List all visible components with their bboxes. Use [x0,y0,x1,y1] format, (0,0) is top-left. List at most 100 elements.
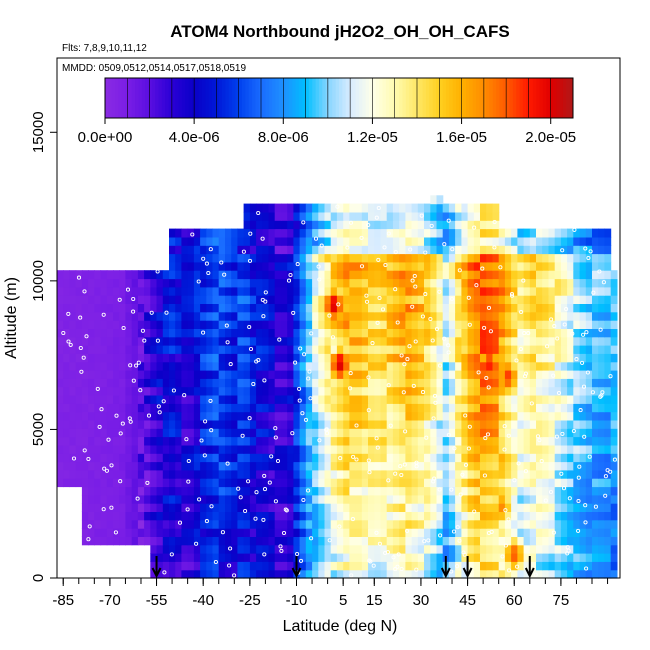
heat-cell [442,245,450,255]
heat-cell [498,353,506,363]
heat-cell [573,278,581,288]
heat-cell [94,361,102,371]
heat-cell [206,228,214,238]
heat-cell [318,236,326,246]
heat-cell [225,569,232,579]
heat-cell [305,253,313,263]
heat-cell [299,211,307,221]
heat-cell [598,503,605,512]
heat-cell [529,278,537,288]
heat-cell [125,536,133,546]
heat-cell [417,270,425,280]
heat-cell [430,536,438,546]
sample-point [281,530,287,536]
heat-cell [473,461,481,471]
heat-cell [262,536,270,546]
heat-cell [486,494,493,504]
heat-cell [274,261,282,271]
sample-point [571,428,576,434]
heat-cell [187,336,195,346]
heat-cell [486,303,493,313]
heat-cell [498,569,506,579]
heat-cell [193,419,201,429]
heat-cell [430,270,438,280]
heat-cell [579,386,587,396]
heat-cell [461,353,469,363]
heat-cell [504,245,512,255]
heat-cell [193,295,201,304]
heat-cell [467,428,475,438]
heat-cell [119,345,126,354]
heat-cell [399,519,406,529]
heat-cell [212,336,220,346]
x-tick-label: -70 [99,592,121,609]
heat-cell [336,528,344,537]
heat-cell [405,469,413,479]
heat-cell [504,519,512,529]
heat-cell [411,303,419,313]
heat-cell [504,511,512,521]
sample-point [552,324,557,329]
heat-cell [461,478,469,488]
heatmap-cells [57,195,618,579]
heat-cell [293,370,301,379]
heat-cell [305,444,313,454]
heat-cell [156,478,164,488]
heat-cell [380,203,388,213]
heat-cell [542,419,549,429]
sample-point [419,213,424,218]
sample-point [572,227,577,232]
heat-cell [243,469,251,479]
heat-cell [392,295,400,304]
heat-cell [225,561,232,571]
heat-cell [175,353,182,363]
heat-cell [380,561,388,571]
heat-cell [542,503,549,512]
heat-cell [218,436,226,446]
heat-cell [473,419,481,429]
heat-cell [293,544,301,554]
heat-cell [200,295,207,304]
heat-cell [88,320,95,329]
heat-cell [249,561,257,571]
heat-cell [249,353,257,363]
heat-cell [343,278,350,288]
heat-cell [392,419,400,429]
heat-cell [492,245,500,255]
heat-cell [175,494,182,504]
sample-point [201,330,206,335]
heat-cell [324,278,332,288]
heat-cell [480,494,487,504]
heat-cell [405,236,413,246]
heat-cell [567,469,574,479]
heat-cell [330,311,338,321]
heat-cell [243,444,251,454]
heat-cell [137,519,145,529]
heat-cell [560,345,568,354]
heat-cell [181,561,189,571]
heat-cell [88,361,95,371]
heat-cell [88,411,95,421]
heat-cell [560,270,568,280]
heat-cell [467,511,475,521]
heat-cell [256,544,263,554]
heat-cell [511,528,518,537]
heat-cell [592,345,599,354]
heat-cell [448,519,456,529]
heat-cell [287,245,294,255]
heat-cell [523,503,531,512]
heat-cell [281,494,288,504]
heat-cell [212,270,220,280]
heat-cell [380,536,388,546]
heat-cell [231,336,238,346]
heat-cell [274,569,282,579]
heat-cell [324,544,332,554]
heat-cell [368,386,375,396]
heat-cell [305,328,313,338]
heat-cell [318,286,326,296]
heat-cell [88,428,95,438]
sample-point [263,290,268,295]
heat-cell [243,511,251,521]
heat-cell [399,569,406,579]
heat-cell [175,453,182,463]
